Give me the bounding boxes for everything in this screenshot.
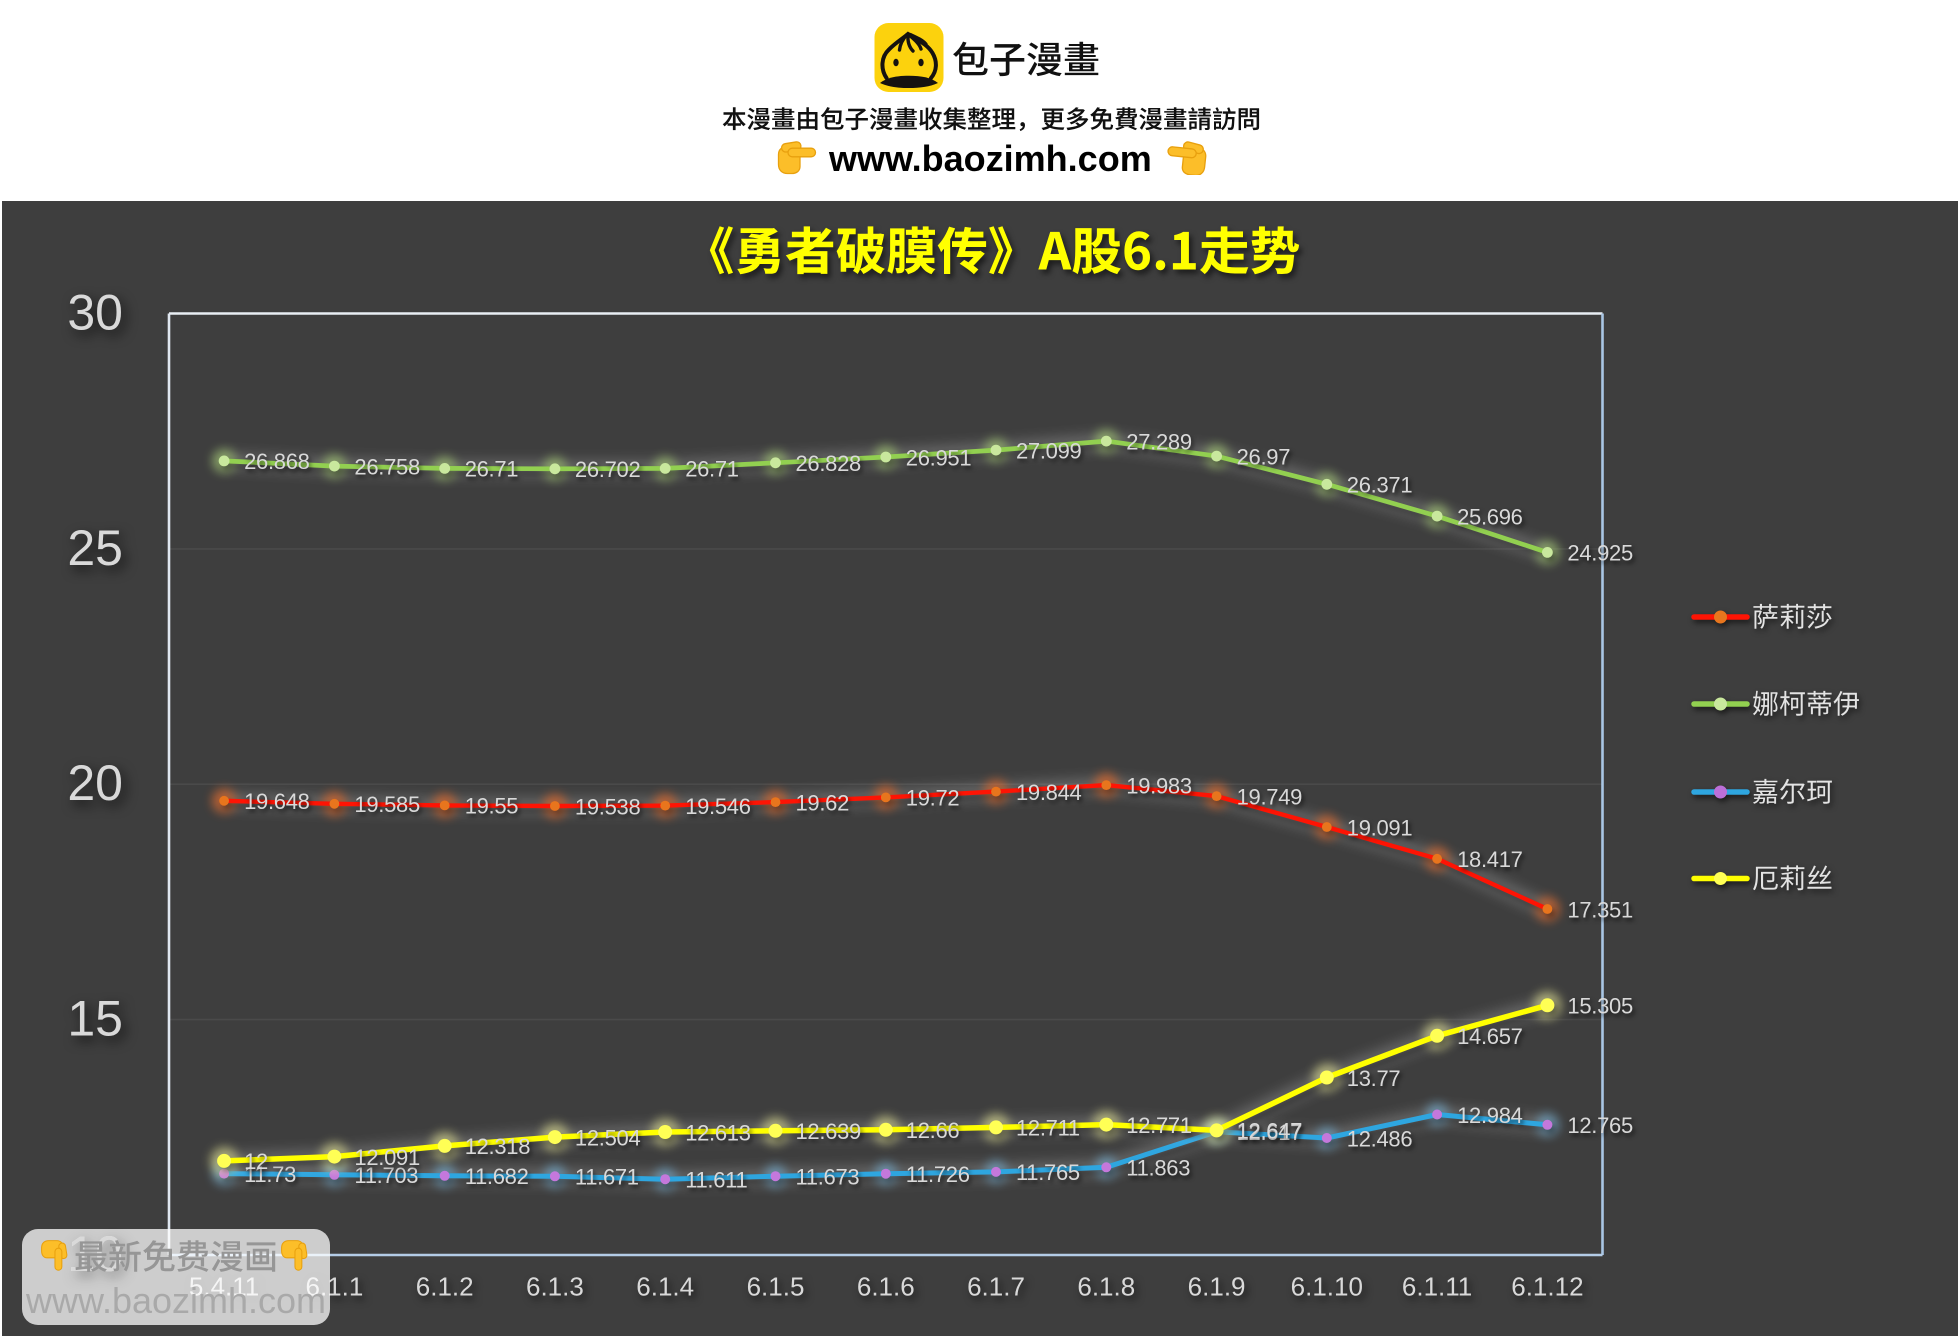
svg-text:6.1.6: 6.1.6 — [857, 1272, 915, 1302]
svg-text:11.863: 11.863 — [1126, 1156, 1190, 1181]
svg-text:11.671: 11.671 — [575, 1165, 639, 1190]
svg-text:19.55: 19.55 — [465, 794, 519, 819]
svg-text:25.696: 25.696 — [1457, 504, 1523, 529]
svg-text:26.97: 26.97 — [1237, 444, 1291, 469]
svg-text:15.305: 15.305 — [1567, 994, 1633, 1019]
svg-text:12: 12 — [244, 1149, 268, 1174]
svg-text:26.951: 26.951 — [906, 445, 972, 470]
svg-text:11.703: 11.703 — [354, 1163, 418, 1188]
svg-text:12.66: 12.66 — [906, 1118, 960, 1143]
svg-text:25: 25 — [67, 520, 123, 576]
svg-text:11.73: 11.73 — [244, 1162, 296, 1187]
svg-text:19.585: 19.585 — [354, 792, 420, 817]
svg-text:17.351: 17.351 — [1567, 897, 1633, 922]
svg-text:6.1.7: 6.1.7 — [967, 1272, 1025, 1302]
svg-text:6.1.11: 6.1.11 — [1402, 1272, 1472, 1302]
svg-text:26.868: 26.868 — [244, 449, 310, 474]
svg-text:6.1.3: 6.1.3 — [526, 1272, 584, 1302]
svg-text:12.486: 12.486 — [1347, 1126, 1413, 1151]
svg-text:26.828: 26.828 — [796, 451, 862, 476]
svg-text:12.318: 12.318 — [465, 1134, 531, 1159]
svg-text:12.617: 12.617 — [1237, 1120, 1303, 1145]
svg-text:15: 15 — [67, 991, 123, 1047]
svg-text:14.657: 14.657 — [1457, 1024, 1523, 1049]
svg-text:12.504: 12.504 — [575, 1125, 641, 1150]
svg-text:27.289: 27.289 — [1126, 429, 1192, 454]
svg-text:26.371: 26.371 — [1347, 473, 1413, 498]
svg-text:12.613: 12.613 — [685, 1120, 751, 1145]
svg-text:11.673: 11.673 — [796, 1165, 860, 1190]
svg-text:6.1.2: 6.1.2 — [416, 1272, 474, 1302]
svg-text:19.62: 19.62 — [796, 790, 850, 815]
svg-text:12.765: 12.765 — [1567, 1113, 1633, 1138]
svg-text:19.091: 19.091 — [1347, 815, 1413, 840]
svg-text:19.538: 19.538 — [575, 794, 641, 819]
svg-text:19.72: 19.72 — [906, 786, 960, 811]
svg-text:6.1.8: 6.1.8 — [1077, 1272, 1135, 1302]
svg-text:19.844: 19.844 — [1016, 780, 1082, 805]
svg-text:30: 30 — [67, 285, 123, 341]
svg-text:12.647: 12.647 — [1237, 1119, 1303, 1144]
svg-text:19.749: 19.749 — [1237, 784, 1303, 809]
svg-text:11.765: 11.765 — [1016, 1160, 1080, 1185]
svg-text:6.1.5: 6.1.5 — [747, 1272, 805, 1302]
svg-text:12.711: 12.711 — [1016, 1116, 1080, 1141]
svg-text:12.091: 12.091 — [354, 1145, 420, 1170]
svg-text:12.639: 12.639 — [796, 1119, 862, 1144]
svg-text:24.925: 24.925 — [1567, 541, 1633, 566]
svg-text:20: 20 — [67, 755, 123, 811]
svg-text:26.71: 26.71 — [685, 457, 739, 482]
svg-text:19.983: 19.983 — [1126, 773, 1192, 798]
svg-text:26.71: 26.71 — [465, 457, 519, 482]
svg-text:6.1.9: 6.1.9 — [1188, 1272, 1246, 1302]
svg-text:6.1.12: 6.1.12 — [1511, 1272, 1583, 1302]
svg-text:11.611: 11.611 — [685, 1168, 747, 1193]
svg-text:11.726: 11.726 — [906, 1162, 970, 1187]
svg-text:13.77: 13.77 — [1347, 1066, 1401, 1091]
svg-text:12.984: 12.984 — [1457, 1103, 1523, 1128]
svg-text:19.546: 19.546 — [685, 794, 751, 819]
svg-text:11.682: 11.682 — [465, 1164, 529, 1189]
svg-text:www.baozimh.com: www.baozimh.com — [25, 1280, 326, 1321]
svg-text:12.771: 12.771 — [1126, 1113, 1192, 1138]
svg-text:6.1.10: 6.1.10 — [1291, 1272, 1363, 1302]
svg-text:6.1.4: 6.1.4 — [636, 1272, 694, 1302]
svg-text:18.417: 18.417 — [1457, 847, 1523, 872]
svg-text:26.758: 26.758 — [354, 454, 420, 479]
svg-text:27.099: 27.099 — [1016, 438, 1082, 463]
svg-text:19.648: 19.648 — [244, 789, 310, 814]
svg-text:26.702: 26.702 — [575, 457, 641, 482]
